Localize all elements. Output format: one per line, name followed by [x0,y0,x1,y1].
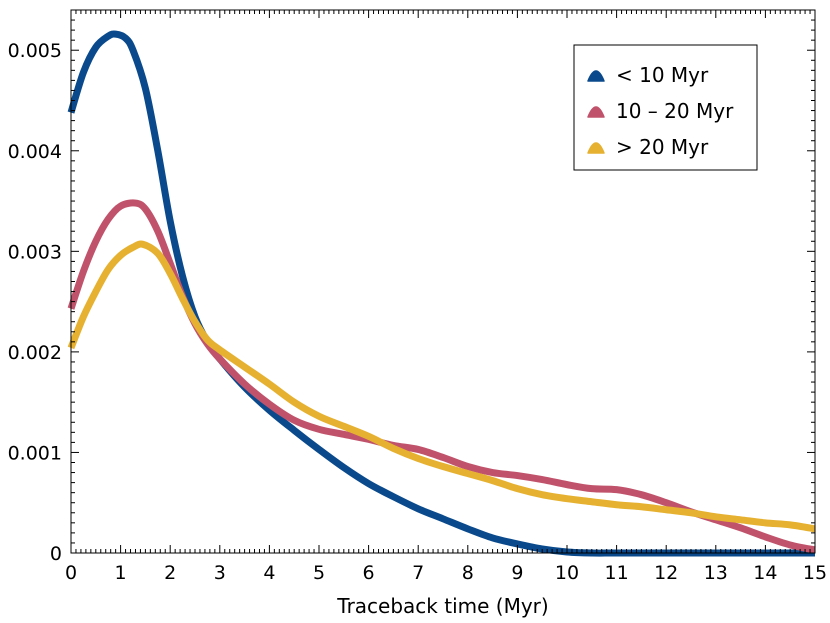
x-tick-label: 2 [164,562,176,584]
legend: < 10 Myr 10 – 20 Myr > 20 Myr [573,44,758,171]
ticks-layer: 0 1 2 3 4 5 6 7 8 9 10 11 12 13 14 1500.0010.0020.0030.… [8,10,827,584]
x-tick-label: 3 [214,562,226,584]
legend-box [573,44,758,171]
series-line-3 [67,240,816,533]
series-line-2 [67,199,816,554]
x-tick-label: 14 [753,562,777,584]
x-tick-label: 7 [412,562,424,584]
x-tick-label: 6 [363,562,375,584]
legend-label-3: > 20 Myr [616,135,709,159]
y-tick-label: 0.005 [8,40,62,62]
x-tick-label: 9 [511,562,523,584]
x-tick-label: 10 [555,562,579,584]
x-tick-label: 13 [704,562,728,584]
x-tick-label: 5 [313,562,325,584]
legend-marker-2 [587,106,605,118]
x-tick-label: 12 [654,562,678,584]
legend-label-2: 10 – 20 Myr [616,99,734,123]
legend-marker-3 [587,142,605,154]
x-tick-label: 4 [263,562,275,584]
x-tick-label: 15 [803,562,827,584]
y-tick-label: 0.002 [8,342,62,364]
legend-marker-1 [587,70,605,82]
x-tick-label: 1 [115,562,127,584]
y-tick-label: 0.001 [8,442,62,464]
legend-label-1: < 10 Myr [616,63,709,87]
x-tick-label: 0 [65,562,77,584]
x-tick-label: 11 [605,562,629,584]
x-axis-title: Traceback time (Myr) [336,594,548,618]
y-tick-label: 0.003 [8,241,62,263]
y-tick-label: 0.004 [8,141,62,163]
y-tick-label: 0 [50,543,62,565]
x-tick-label: 8 [462,562,474,584]
